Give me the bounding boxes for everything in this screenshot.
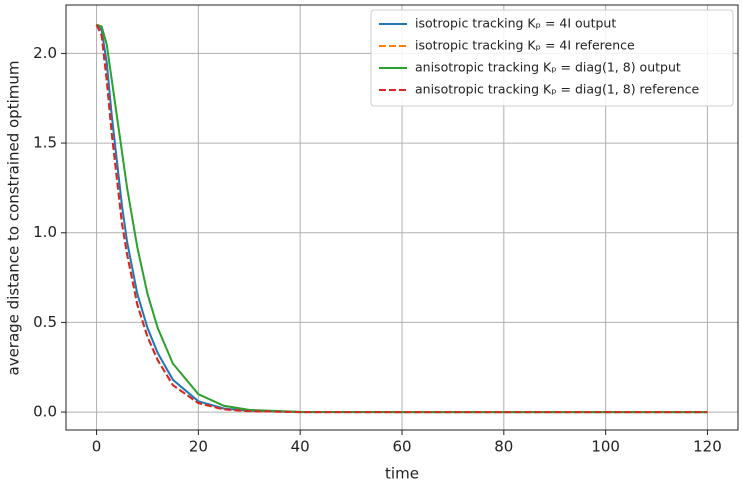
legend-label: anisotropic tracking Kₚ = diag(1, 8) ref… xyxy=(415,82,700,97)
x-tick-label: 40 xyxy=(291,438,310,456)
x-tick-label: 60 xyxy=(392,438,411,456)
y-tick-label: 1.0 xyxy=(33,223,57,241)
y-tick-label: 2.0 xyxy=(33,44,57,62)
legend-box xyxy=(370,9,734,107)
y-tick-label: 1.5 xyxy=(33,134,57,152)
y-axis-label: average distance to constrained optimum xyxy=(5,61,23,376)
legend-label: anisotropic tracking Kₚ = diag(1, 8) out… xyxy=(415,60,681,75)
legend-label: isotropic tracking Kₚ = 4I reference xyxy=(415,38,635,53)
series-line xyxy=(95,24,708,414)
legend-label: isotropic tracking Kₚ = 4I output xyxy=(415,16,616,31)
x-tick-label: 80 xyxy=(494,438,513,456)
y-tick-label: 0.0 xyxy=(33,403,57,421)
x-tick-label: 120 xyxy=(693,438,722,456)
legend: isotropic tracking Kₚ = 4I output isotrop… xyxy=(370,9,734,107)
x-tick-label: 0 xyxy=(92,438,102,456)
x-tick-label: 100 xyxy=(591,438,620,456)
series-line xyxy=(96,23,708,414)
y-tick-label: 0.5 xyxy=(33,313,57,331)
x-tick-label: 20 xyxy=(189,438,208,456)
x-axis-label: time xyxy=(385,465,419,483)
plot-frame xyxy=(65,4,739,431)
